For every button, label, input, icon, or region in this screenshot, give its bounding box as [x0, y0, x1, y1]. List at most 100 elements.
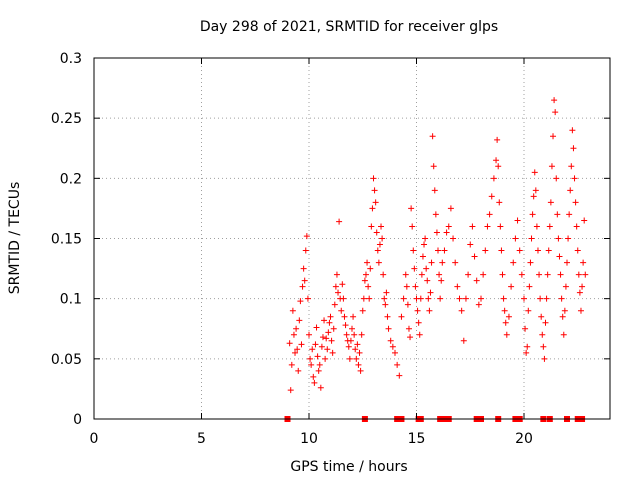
data-point	[346, 355, 353, 362]
data-point	[516, 247, 523, 254]
data-point	[497, 223, 504, 230]
data-point	[456, 295, 463, 302]
y-tick-label: 0.3	[60, 51, 82, 67]
data-point	[425, 295, 432, 302]
data-point	[394, 361, 401, 368]
data-point	[495, 163, 502, 170]
data-point	[443, 229, 450, 236]
data-point	[347, 337, 354, 344]
data-point	[445, 223, 452, 230]
data-point	[528, 235, 535, 242]
x-tick-label: 15	[408, 431, 426, 447]
data-point	[496, 199, 503, 206]
data-point	[295, 367, 302, 374]
y-tick-label: 0.15	[51, 232, 82, 248]
x-tick-label: 20	[515, 431, 533, 447]
axis-ticks: 0 5 10 15 20 0 0.05 0.1 0.15 0.2 0.25 0.3	[51, 51, 610, 447]
data-point	[498, 247, 505, 254]
data-point	[532, 187, 539, 194]
data-point	[290, 331, 297, 338]
data-point	[327, 313, 334, 320]
data-point	[371, 187, 378, 194]
data-point	[539, 331, 546, 338]
data-point	[407, 334, 414, 341]
data-point	[324, 346, 331, 353]
data-point	[430, 163, 437, 170]
data-point	[473, 277, 480, 284]
data-point	[508, 283, 515, 290]
data-point	[302, 247, 309, 254]
data-point	[493, 157, 500, 164]
data-point	[356, 349, 363, 356]
data-point	[462, 295, 469, 302]
data-point	[370, 175, 377, 182]
data-point	[298, 341, 305, 348]
data-point	[503, 331, 510, 338]
data-point	[357, 367, 364, 374]
data-point	[410, 247, 417, 254]
data-point	[367, 265, 374, 272]
data-point	[577, 307, 584, 314]
data-point	[452, 259, 459, 266]
data-point	[398, 313, 405, 320]
data-point	[375, 259, 382, 266]
data-point	[325, 329, 332, 336]
x-tick-label: 5	[197, 431, 206, 447]
data-point	[333, 271, 340, 278]
data-point	[359, 307, 366, 314]
data-point	[450, 235, 457, 242]
data-point	[323, 335, 330, 342]
data-point	[559, 313, 566, 320]
data-point	[533, 223, 540, 230]
data-point	[415, 319, 422, 326]
data-point	[321, 317, 328, 324]
data-point	[352, 346, 359, 353]
data-point	[548, 163, 555, 170]
data-point	[369, 205, 376, 212]
data-point	[524, 343, 531, 350]
data-point	[427, 289, 434, 296]
data-point	[527, 259, 534, 266]
data-point	[579, 283, 586, 290]
data-point	[581, 217, 588, 224]
data-point	[326, 319, 333, 326]
data-point	[424, 277, 431, 284]
data-point	[500, 295, 507, 302]
data-point	[308, 361, 315, 368]
data-point	[522, 325, 529, 332]
data-point	[433, 229, 440, 236]
data-point	[580, 259, 587, 266]
data-point	[339, 281, 346, 288]
data-point	[411, 265, 418, 272]
y-axis-label: SRMTID / TECUs	[7, 182, 23, 295]
data-point	[300, 265, 307, 272]
data-point	[381, 295, 388, 302]
data-point	[547, 199, 554, 206]
data-point	[314, 353, 321, 360]
data-point	[404, 301, 411, 308]
data-point	[319, 334, 326, 341]
data-point	[365, 283, 372, 290]
data-point	[328, 337, 335, 344]
data-point	[315, 367, 322, 374]
data-point	[574, 247, 581, 254]
data-point	[569, 127, 576, 134]
data-point	[526, 283, 533, 290]
data-point	[447, 205, 454, 212]
data-point	[383, 289, 390, 296]
data-point	[293, 325, 300, 332]
data-point	[484, 223, 491, 230]
data-point	[426, 307, 433, 314]
data-point	[372, 199, 379, 206]
data-point	[576, 289, 583, 296]
data-point	[301, 277, 308, 284]
data-point	[437, 295, 444, 302]
data-point	[360, 295, 367, 302]
data-point	[350, 313, 357, 320]
data-point	[368, 223, 375, 230]
data-point	[553, 175, 560, 182]
data-point	[336, 218, 343, 225]
data-point	[400, 295, 407, 302]
data-point	[482, 247, 489, 254]
